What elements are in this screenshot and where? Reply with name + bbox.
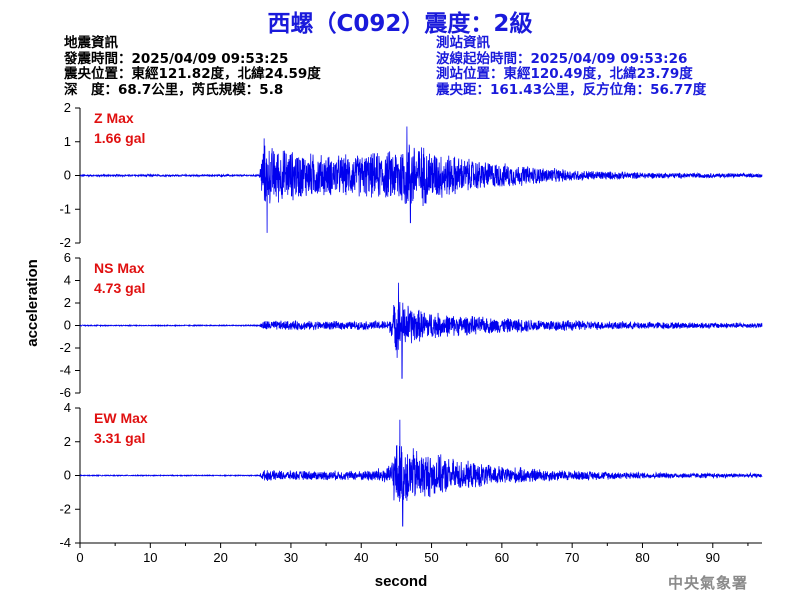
x-tick-label: 40 — [354, 550, 368, 565]
max-label-z: Z Max — [94, 110, 134, 126]
y-tick-label: -2 — [59, 501, 71, 516]
x-tick-label: 90 — [706, 550, 720, 565]
distance-azimuth: 震央距：161.43公里，反方位角：56.77度 — [436, 81, 707, 98]
y-tick-label: -4 — [59, 535, 71, 550]
trace-z — [79, 126, 763, 233]
y-tick-label: -6 — [59, 385, 71, 400]
origin-time: 發震時間：2025/04/09 09:53:25 — [64, 50, 289, 67]
y-tick-label: 2 — [64, 434, 71, 449]
max-value-ew: 3.31 gal — [94, 430, 145, 446]
earthquake-info: 地震資訊 發震時間：2025/04/09 09:53:25 震央位置：東經121… — [64, 35, 321, 98]
x-tick-label: 10 — [143, 550, 157, 565]
epicenter: 震央位置：東經121.82度，北緯24.59度 — [64, 66, 321, 82]
y-tick-label: -2 — [59, 235, 71, 250]
x-tick-label: 30 — [284, 550, 298, 565]
x-tick-label: 60 — [495, 550, 509, 565]
earthquake-info-heading: 地震資訊 — [64, 35, 118, 51]
organization-label: 中央氣象署 — [667, 574, 748, 592]
y-tick-label: 1 — [64, 134, 71, 149]
y-tick-label: 4 — [64, 273, 71, 288]
depth-magnitude: 深 度：68.7公里，芮氏規模：5.8 — [64, 81, 284, 98]
chart-title: 西螺（C092）震度：2級 — [267, 11, 533, 37]
x-tick-label: 20 — [213, 550, 227, 565]
x-tick-label: 70 — [565, 550, 579, 565]
y-tick-label: 4 — [64, 400, 71, 415]
trace-ew — [79, 419, 763, 527]
station-info-heading: 測站資訊 — [436, 35, 490, 51]
y-axis-label: acceleration — [24, 259, 41, 347]
max-value-ns: 4.73 gal — [94, 280, 145, 296]
trace-ns — [79, 282, 763, 379]
y-tick-label: 2 — [64, 295, 71, 310]
y-tick-label: 0 — [64, 318, 71, 333]
x-tick-label: 50 — [424, 550, 438, 565]
y-tick-label: 6 — [64, 250, 71, 265]
y-tick-label: 0 — [64, 468, 71, 483]
x-tick-label: 80 — [635, 550, 649, 565]
x-axis-label: second — [375, 573, 428, 590]
station-info: 測站資訊 波線起始時間：2025/04/09 09:53:26 測站位置：東經1… — [436, 35, 707, 98]
max-label-ew: EW Max — [94, 410, 148, 426]
y-tick-label: -1 — [59, 201, 71, 216]
y-tick-label: -2 — [59, 340, 71, 355]
y-tick-label: 2 — [64, 100, 71, 115]
y-tick-label: -4 — [59, 363, 71, 378]
wave-start-time: 波線起始時間：2025/04/09 09:53:26 — [436, 50, 688, 67]
station-location: 測站位置：東經120.49度，北緯23.79度 — [436, 66, 693, 82]
y-tick-label: 0 — [64, 168, 71, 183]
x-tick-label: 0 — [76, 550, 83, 565]
max-value-z: 1.66 gal — [94, 130, 145, 146]
max-label-ns: NS Max — [94, 260, 145, 276]
